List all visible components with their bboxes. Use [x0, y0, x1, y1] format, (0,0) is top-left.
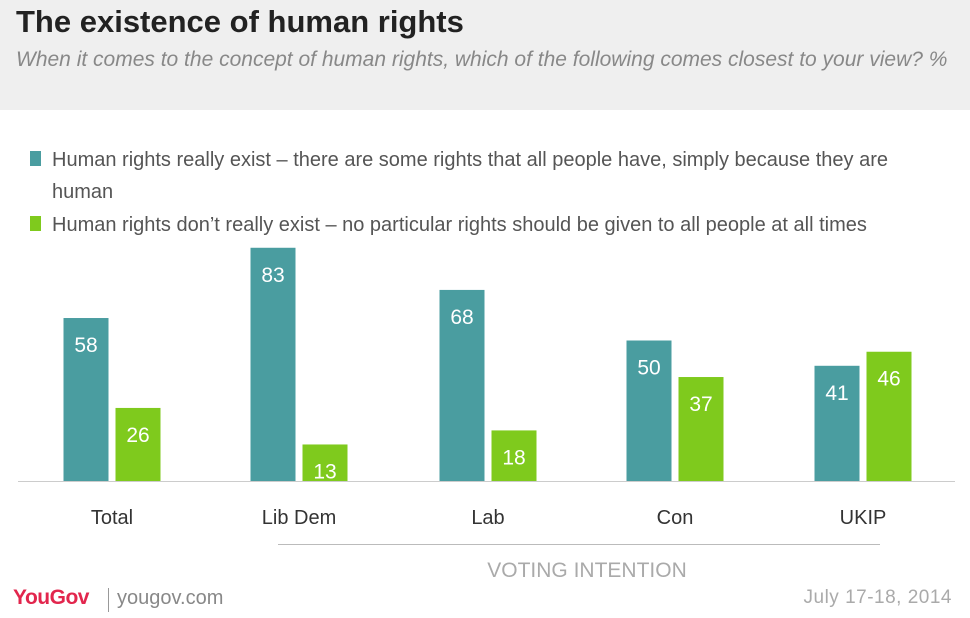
- bar-chart: 58 83 68 50 41 26 13 18 37 46 Total Lib Dem Lab Con UK…: [18, 247, 955, 582]
- footer-url[interactable]: yougov.com: [117, 587, 224, 609]
- bar-not-exist: [678, 377, 724, 481]
- bar-not-exist: [866, 351, 912, 481]
- bar-value-label: 41: [825, 382, 848, 405]
- x-tick-label: Total: [91, 507, 133, 529]
- bar-not-exist: [302, 444, 348, 481]
- bar-exist: [63, 318, 109, 481]
- bar-value-label: 18: [502, 446, 525, 469]
- bar-value-label: 13: [313, 460, 336, 483]
- legend-swatch-not-exist: [30, 216, 41, 231]
- x-tick-label: Lab: [471, 507, 504, 529]
- bar-not-exist: [491, 430, 537, 481]
- header-band: The existence of human rights When it co…: [0, 0, 970, 110]
- legend-label-not-exist: Human rights don’t really exist – no par…: [52, 214, 867, 236]
- bar-not-exist: [115, 407, 161, 481]
- legend-swatch-exist: [30, 151, 41, 166]
- x-tick-label: Lib Dem: [262, 507, 336, 529]
- yougov-logo: YouGov: [13, 586, 89, 609]
- bar-value-label: 58: [74, 334, 97, 357]
- group-label: VOTING INTENTION: [487, 559, 687, 582]
- bar-exist: [814, 365, 860, 481]
- bar-value-label: 68: [450, 306, 473, 329]
- bar-exist: [439, 289, 485, 481]
- legend-label-exist: Human rights really exist – there are so…: [52, 149, 888, 203]
- page-title: The existence of human rights: [16, 4, 464, 39]
- bar-value-label: 50: [637, 357, 660, 380]
- bar-value-label: 26: [126, 424, 149, 447]
- footer-date: July 17-18, 2014: [803, 587, 952, 608]
- bar-value-label: 46: [877, 368, 900, 391]
- bar-value-label: 37: [689, 393, 712, 416]
- page-subtitle: When it comes to the concept of human ri…: [16, 48, 948, 71]
- bar-exist: [250, 247, 296, 481]
- x-tick-label: Con: [657, 507, 694, 529]
- bar-exist: [626, 340, 672, 481]
- x-tick-label: UKIP: [840, 507, 887, 529]
- bar-value-label: 83: [261, 264, 284, 287]
- footer-divider: [108, 588, 109, 612]
